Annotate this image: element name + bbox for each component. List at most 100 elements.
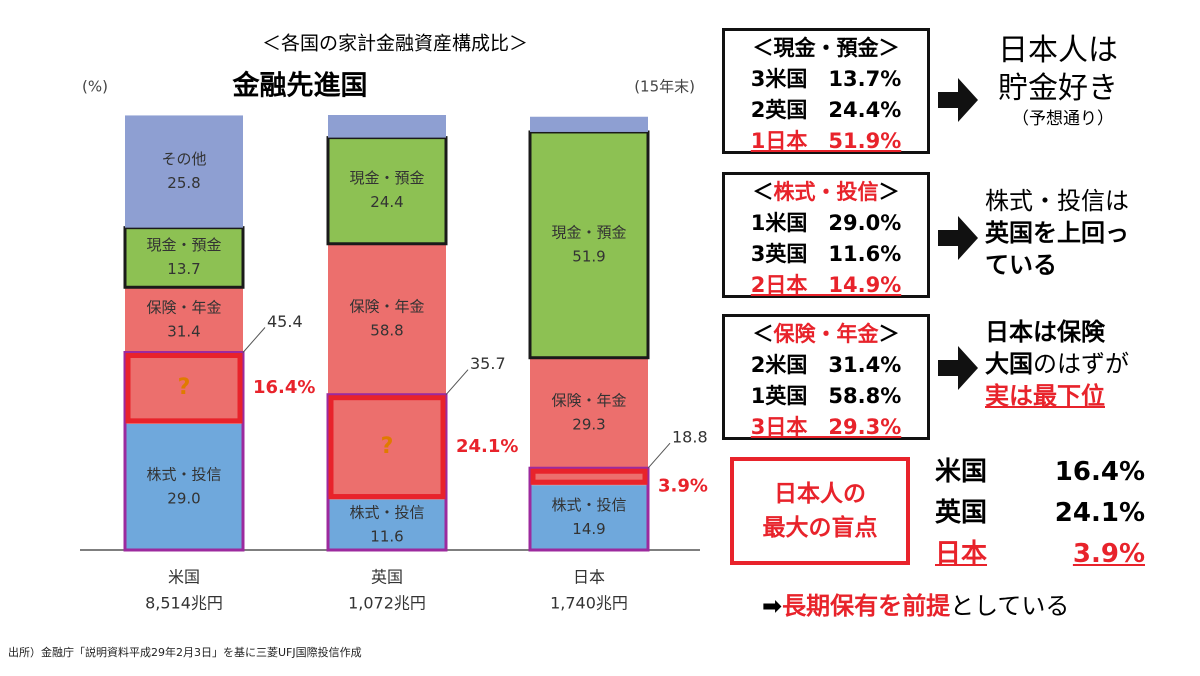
segment-name: 株式・投信 — [146, 465, 221, 483]
blind-spot-list: 米国 16.4% 英国 24.1% 日本 3.9% — [935, 452, 1145, 575]
panel-row: 1英国 58.8% — [750, 384, 902, 408]
comment-line: 日本は保険 — [985, 318, 1105, 346]
blind-spot-row: 日本 3.9% — [935, 534, 1145, 575]
chart-title: ＜各国の家計金融資産構成比＞ — [262, 33, 528, 55]
bar-segment — [530, 357, 648, 486]
blind-spot-row: 米国 16.4% — [935, 452, 1145, 493]
panel-row: 3日本 29.3% — [750, 415, 902, 439]
bar-segment — [530, 116, 648, 132]
bracket: ＜ — [752, 36, 774, 60]
blind-spot-line: 最大の盲点 — [762, 515, 878, 541]
country: 英国 — [935, 498, 988, 528]
comment-line: 大国のはずが — [985, 348, 1129, 380]
comment: 日本人は 貯金好き （予想通り） — [998, 32, 1118, 130]
bracket: ＞ — [878, 36, 900, 60]
arrows — [938, 78, 978, 390]
segment-name: 保険・年金 — [349, 298, 424, 316]
bar-segment — [123, 226, 245, 289]
segment-name: 現金・預金 — [551, 223, 626, 241]
x-tick-label: 日本 — [573, 568, 605, 587]
bracket: ＞ — [878, 322, 900, 346]
bar-segment — [528, 130, 650, 360]
bracket: ＜ — [752, 322, 774, 346]
segment-value: 11.6 — [370, 527, 403, 545]
highlight-outline — [326, 393, 448, 552]
x-tick-label: 米国 — [168, 568, 200, 587]
panel-name: 保険・年金 — [773, 322, 879, 346]
panel-name: 現金・預金 — [773, 36, 879, 60]
comment-line: 実は最下位 — [985, 382, 1105, 410]
leader-line — [445, 369, 469, 396]
highlight-total: 45.4 — [267, 312, 303, 331]
conclusion-arrow: ➡ — [762, 592, 783, 620]
blind-spot-line: 日本人の — [774, 481, 866, 507]
highlight-outline — [123, 351, 245, 552]
x-sublabel: 1,740兆円 — [550, 594, 628, 613]
share: 3.9% — [1072, 539, 1145, 569]
segment-name: その他 — [161, 150, 206, 168]
segment-name: 保険・年金 — [551, 391, 626, 409]
highlight-label: ? — [178, 375, 191, 400]
bar-segment — [328, 115, 446, 138]
comment-line: 貯金好き — [998, 71, 1118, 106]
highlight-box — [328, 395, 446, 500]
highlight-label: ? — [381, 434, 394, 459]
blind-spot-row: 英国 24.1% — [935, 493, 1145, 534]
segment-value: 58.8 — [370, 322, 403, 340]
x-sublabel: 8,514兆円 — [145, 594, 223, 613]
bar-segment — [125, 423, 243, 550]
comment-note: （予想通り） — [1012, 109, 1114, 129]
comment-text: のはずが — [1033, 350, 1129, 378]
x-tick-label: 英国 — [371, 568, 403, 587]
segment-name: 現金・預金 — [349, 169, 424, 187]
comment-line: ている — [985, 251, 1057, 279]
conclusion: ➡長期保有を前提としている — [762, 586, 1069, 621]
panel-row: 2日本 14.9% — [750, 273, 902, 297]
chart-subtitle: 金融先進国 — [232, 70, 368, 102]
leader-line — [242, 327, 266, 353]
segment-value: 14.9 — [572, 520, 605, 538]
highlight-value: 16.4% — [253, 377, 315, 398]
segment-value: 51.9 — [572, 247, 605, 265]
segment-value: 24.4 — [370, 193, 403, 211]
panel-name: 株式・投信 — [773, 180, 879, 204]
highlight-total: 35.7 — [470, 354, 506, 373]
country: 日本 — [935, 539, 988, 569]
comment: 日本は保険 大国のはずが 実は最下位 — [985, 316, 1129, 412]
panel-row: 1日本 51.9% — [750, 129, 902, 153]
highlight-box — [530, 468, 648, 485]
segment-name: 株式・投信 — [551, 496, 626, 514]
segment-value: 25.8 — [167, 174, 200, 192]
bar-segment — [326, 136, 448, 246]
country: 米国 — [935, 457, 988, 487]
bracket: ＜ — [752, 180, 774, 204]
highlight-total: 18.8 — [672, 428, 708, 447]
segment-value: 31.4 — [167, 322, 200, 340]
bracket: ＞ — [878, 180, 900, 204]
highlight-value: 3.9% — [658, 476, 708, 497]
panel-title: ＜保険・年金＞ — [725, 319, 927, 350]
conclusion-rest: としている — [950, 592, 1070, 620]
panel-title: ＜株式・投信＞ — [725, 177, 927, 208]
blind-spot-box: 日本人の 最大の盲点 — [730, 457, 910, 565]
x-sublabel: 1,072兆円 — [348, 594, 426, 613]
segment-name: 保険・年金 — [146, 298, 221, 316]
bar-segment — [328, 499, 446, 550]
segment-name: 株式・投信 — [349, 503, 424, 521]
share: 16.4% — [1054, 457, 1145, 487]
panel-row: 2英国 24.4% — [750, 98, 902, 122]
bar-segment — [125, 115, 243, 228]
bar-segment — [328, 243, 446, 500]
comment-line: 日本人は — [998, 33, 1118, 68]
panel-title: ＜現金・預金＞ — [725, 33, 927, 64]
segment-value: 29.0 — [167, 489, 200, 507]
panel-row: 3米国 13.7% — [750, 67, 902, 91]
highlight-value: 24.1% — [456, 436, 518, 457]
segment-value: 29.3 — [572, 415, 605, 433]
panel-row: 1米国 29.0% — [750, 211, 902, 235]
ranking-panel: ＜株式・投信＞ 1米国 29.0% 3英国 11.6% 2日本 14.9% — [722, 172, 930, 298]
segment-value: 13.7 — [167, 260, 200, 278]
source: 出所）金融庁「説明資料平成29年2月3日」を基に三菱UFJ国際投信作成 — [8, 646, 362, 659]
highlight-outline — [528, 466, 650, 552]
